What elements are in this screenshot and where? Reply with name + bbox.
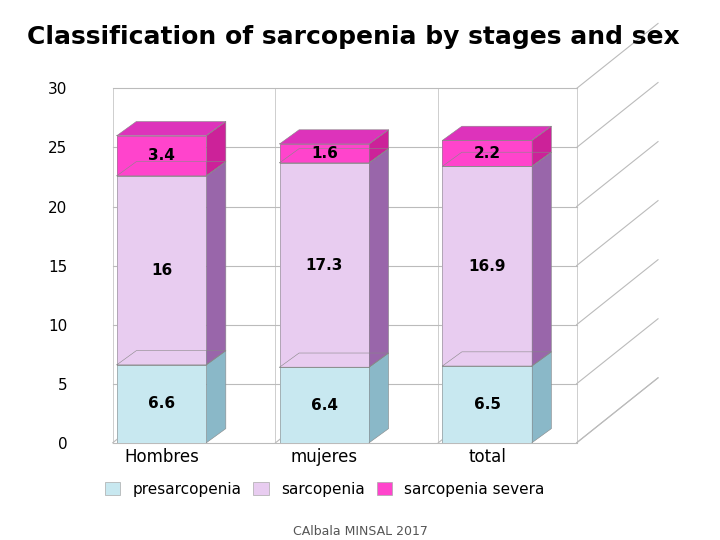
Polygon shape — [279, 163, 369, 367]
Text: 16: 16 — [151, 263, 172, 278]
Polygon shape — [117, 136, 207, 176]
Legend: presarcopenia, sarcopenia, sarcopenia severa: presarcopenia, sarcopenia, sarcopenia se… — [99, 476, 551, 503]
Text: Classification of sarcopenia by stages and sex: Classification of sarcopenia by stages a… — [27, 25, 680, 49]
Polygon shape — [369, 130, 389, 163]
Polygon shape — [207, 350, 226, 443]
Text: 3.4: 3.4 — [148, 148, 175, 163]
Polygon shape — [442, 352, 552, 366]
Polygon shape — [442, 152, 552, 166]
Polygon shape — [442, 140, 532, 166]
Text: 6.4: 6.4 — [311, 397, 338, 413]
Polygon shape — [117, 350, 226, 365]
Text: 6.6: 6.6 — [148, 396, 175, 411]
Polygon shape — [279, 130, 389, 144]
Polygon shape — [369, 148, 389, 367]
Polygon shape — [117, 176, 207, 365]
Polygon shape — [532, 126, 552, 166]
Text: 16.9: 16.9 — [468, 259, 506, 274]
Polygon shape — [207, 122, 226, 176]
Text: 1.6: 1.6 — [311, 146, 338, 161]
Polygon shape — [442, 166, 532, 366]
Polygon shape — [279, 144, 369, 163]
Text: 2.2: 2.2 — [474, 146, 500, 161]
Polygon shape — [279, 367, 369, 443]
Polygon shape — [532, 152, 552, 366]
Polygon shape — [117, 161, 226, 176]
Polygon shape — [369, 353, 389, 443]
Polygon shape — [532, 352, 552, 443]
Polygon shape — [442, 126, 552, 140]
Polygon shape — [207, 161, 226, 365]
Polygon shape — [279, 148, 389, 163]
Polygon shape — [442, 366, 532, 443]
Polygon shape — [117, 365, 207, 443]
Polygon shape — [279, 353, 389, 367]
Text: CAlbala MINSAL 2017: CAlbala MINSAL 2017 — [292, 524, 428, 538]
Text: 17.3: 17.3 — [305, 258, 343, 273]
Text: 6.5: 6.5 — [474, 397, 500, 412]
Polygon shape — [117, 122, 226, 136]
